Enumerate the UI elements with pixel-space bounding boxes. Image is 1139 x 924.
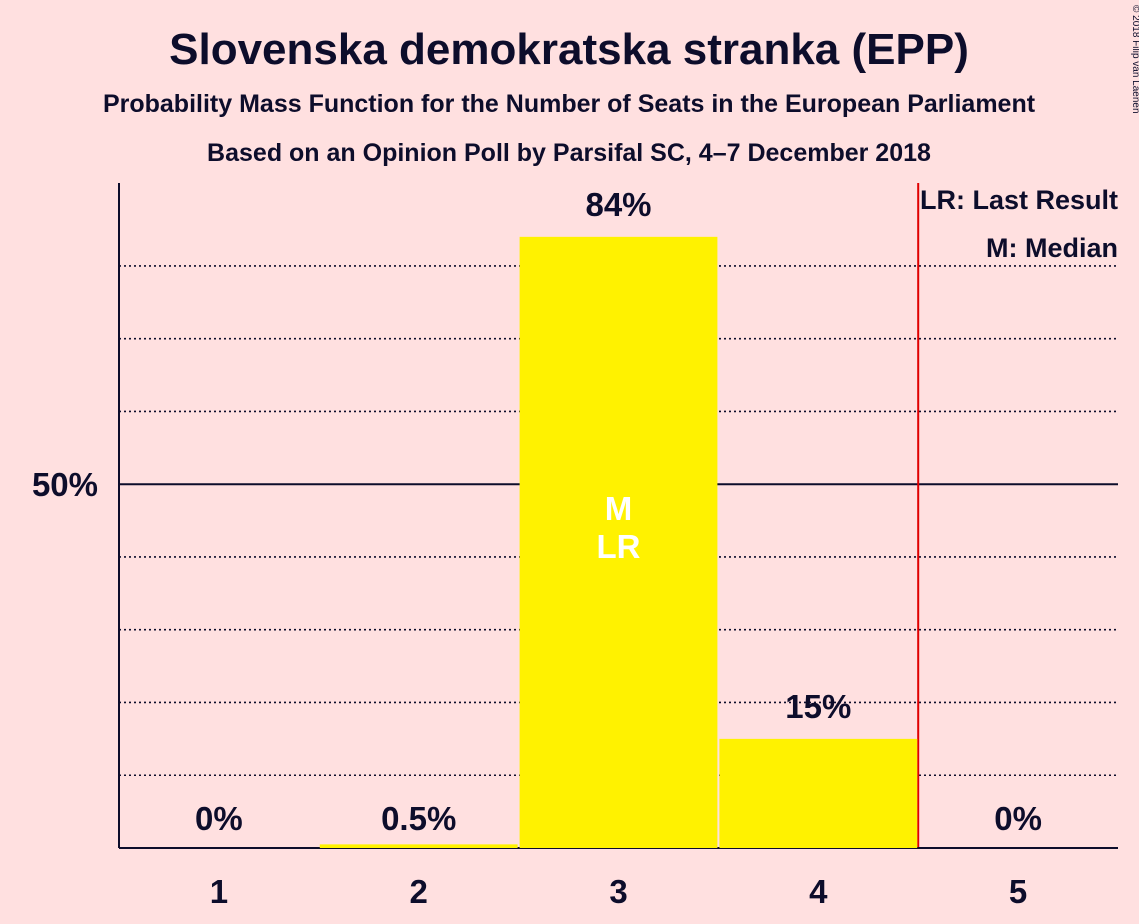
labels: 50% 0% 1 0.5% 2 84% 3 15% 4 0% 5 MLR bbox=[32, 186, 1042, 910]
copyright-text: © 2018 Filip van Laenen bbox=[1130, 5, 1139, 114]
gridlines bbox=[118, 183, 1118, 849]
chart-subtitle-poll: Based on an Opinion Poll by Parsifal SC,… bbox=[207, 139, 931, 167]
bar-annotation-m: M bbox=[605, 490, 633, 527]
bar-3 bbox=[519, 236, 718, 848]
value-label-2: 0.5% bbox=[381, 800, 456, 837]
chart-title: Slovenska demokratska stranka (EPP) bbox=[169, 25, 969, 74]
x-tick-label-5: 5 bbox=[1009, 873, 1027, 910]
x-tick-label-3: 3 bbox=[609, 873, 627, 910]
value-label-1: 0% bbox=[195, 800, 243, 837]
legend-median: M: Median bbox=[986, 233, 1118, 263]
chart-subtitle: Probability Mass Function for the Number… bbox=[103, 90, 1036, 118]
bar-4 bbox=[719, 738, 918, 848]
value-label-4: 15% bbox=[785, 688, 851, 725]
bars bbox=[319, 236, 918, 848]
bar-annotation-lr: LR bbox=[597, 528, 641, 565]
x-tick-label-4: 4 bbox=[809, 873, 828, 910]
x-tick-label-1: 1 bbox=[210, 873, 228, 910]
x-tick-label-2: 2 bbox=[410, 873, 428, 910]
bar-2 bbox=[319, 844, 518, 848]
y-tick-label: 50% bbox=[32, 466, 98, 503]
legend-last-result: LR: Last Result bbox=[920, 185, 1118, 215]
value-label-5: 0% bbox=[994, 800, 1042, 837]
value-label-3: 84% bbox=[585, 186, 651, 223]
